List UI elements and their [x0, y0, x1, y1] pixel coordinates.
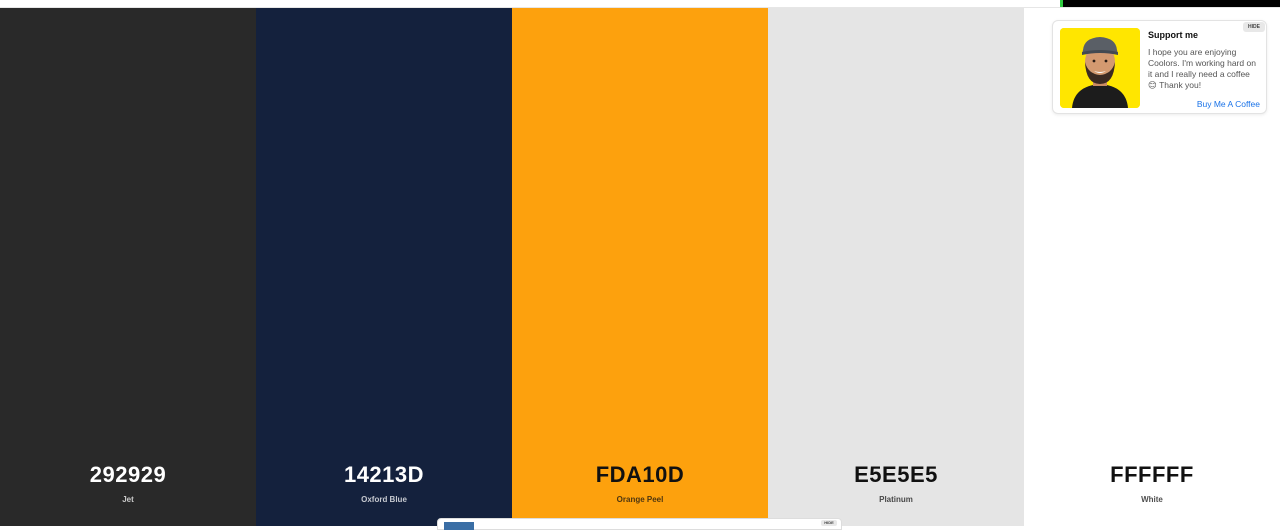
- hex-code[interactable]: FFFFFF: [1110, 462, 1194, 487]
- support-card: Support me I hope you are enjoying Coolo…: [1052, 20, 1267, 114]
- swatch-jet[interactable]: 292929 Jet: [0, 8, 256, 526]
- buy-me-a-coffee-link[interactable]: Buy Me A Coffee: [1196, 99, 1260, 109]
- hex-code[interactable]: 292929: [89, 462, 167, 487]
- color-name: Oxford Blue: [361, 495, 407, 504]
- ad-thumbnail: [444, 522, 474, 530]
- top-bar: [0, 0, 1280, 8]
- hex-code[interactable]: E5E5E5: [854, 462, 938, 487]
- swatch-oxford-blue[interactable]: 14213D Oxford Blue: [256, 8, 512, 526]
- swatch-orange-peel[interactable]: FDA10D Orange Peel: [512, 8, 768, 526]
- bottom-ad-card: HIDE: [437, 518, 842, 530]
- avatar-image: [1060, 28, 1140, 108]
- avatar: [1060, 28, 1140, 108]
- color-name: Jet: [122, 495, 134, 504]
- hide-ad-button[interactable]: HIDE: [821, 520, 837, 526]
- color-name: Orange Peel: [616, 495, 664, 504]
- color-name: Platinum: [879, 495, 913, 504]
- hide-support-button[interactable]: HIDE: [1243, 22, 1265, 32]
- support-title: Support me: [1148, 30, 1199, 40]
- top-bar-dark-segment: [1060, 0, 1280, 7]
- color-name: White: [1141, 495, 1163, 504]
- hex-code[interactable]: 14213D: [343, 462, 425, 487]
- support-message: I hope you are enjoying Coolors. I'm wor…: [1148, 47, 1256, 90]
- swatch-platinum[interactable]: E5E5E5 Platinum: [768, 8, 1024, 526]
- hex-code[interactable]: FDA10D: [595, 462, 685, 487]
